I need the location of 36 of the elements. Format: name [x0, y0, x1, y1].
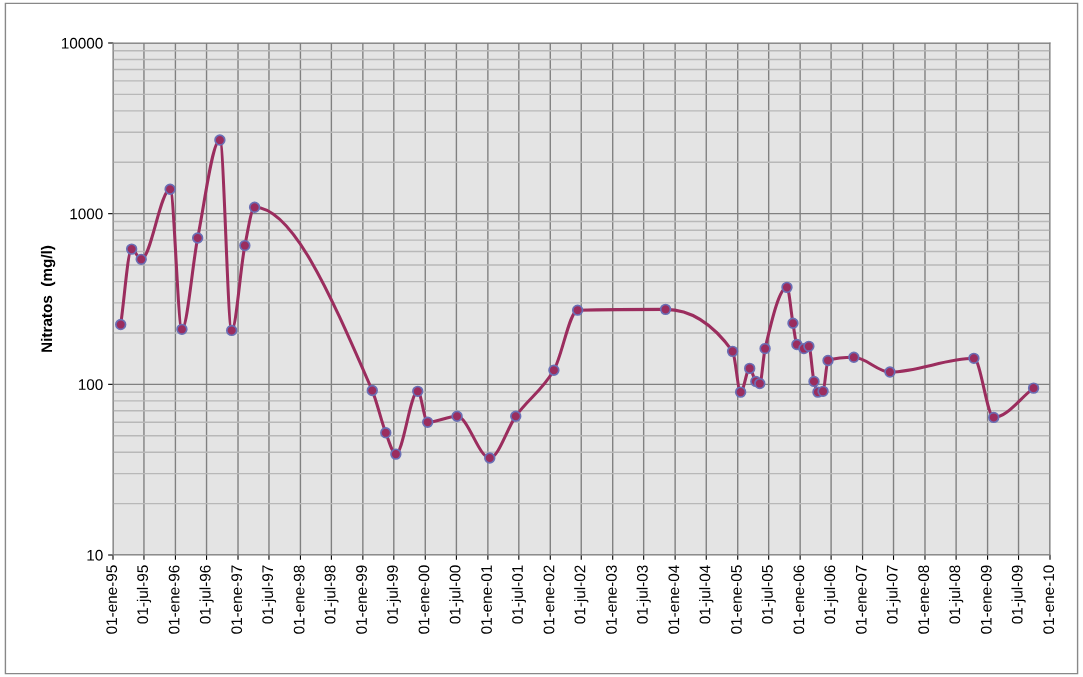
x-tick-label: 01-ene-03 [605, 565, 617, 634]
y-tick-label: 100 [78, 379, 103, 391]
x-tick-label: 01-ene-05 [731, 565, 742, 634]
y-tick-label: 1000 [70, 208, 103, 220]
x-tick-label: 01-ene-95 [106, 565, 118, 634]
x-tick-label: 01-jul-06 [823, 565, 839, 624]
x-tick-label: 01-ene-99 [356, 565, 367, 634]
x-tick-label: 01-ene-04 [668, 565, 680, 634]
x-tick-label: 01-jul-00 [449, 565, 464, 624]
y-tick-label: 10 [87, 549, 103, 561]
x-tick-label: 01-jul-97 [261, 565, 277, 624]
x-tick-label: 01-jul-08 [948, 565, 964, 624]
x-tick-label: 01-ene-02 [543, 565, 555, 634]
x-tick-label: 01-ene-10 [1043, 565, 1055, 634]
x-tick-label: 01-jul-01 [511, 565, 526, 624]
x-tick-label: 01-jul-04 [699, 565, 714, 624]
x-tick-label: 01-jul-07 [886, 565, 901, 624]
x-tick-label: 01-jul-02 [574, 565, 589, 624]
x-tick-label: 01-jul-96 [199, 565, 214, 624]
x-tick-label: 01-ene-98 [293, 565, 305, 634]
x-tick-label: 01-jul-05 [761, 565, 776, 624]
x-tick-label: 01-ene-09 [980, 565, 992, 634]
x-tick-label: 01-ene-96 [168, 565, 180, 634]
x-tick-label: 01-ene-08 [918, 565, 930, 634]
x-tick-label: 01-ene-00 [418, 565, 430, 634]
x-tick-label: 01-jul-98 [324, 565, 339, 624]
x-tick-label: 01-jul-09 [1011, 565, 1026, 624]
x-tick-label: 01-ene-06 [793, 565, 805, 634]
x-tick-label: 01-jul-95 [136, 565, 152, 624]
x-tick-label: 01-jul-99 [386, 565, 401, 624]
x-tick-label: 01-ene-07 [855, 565, 867, 634]
x-tick-label: 01-ene-97 [231, 565, 243, 634]
x-tick-label: 01-ene-01 [481, 565, 492, 634]
y-tick-label: 10000 [61, 37, 103, 49]
y-axis-title: Nitratos (mg/l) [40, 245, 56, 352]
x-tick-label: 01-jul-03 [636, 565, 651, 624]
